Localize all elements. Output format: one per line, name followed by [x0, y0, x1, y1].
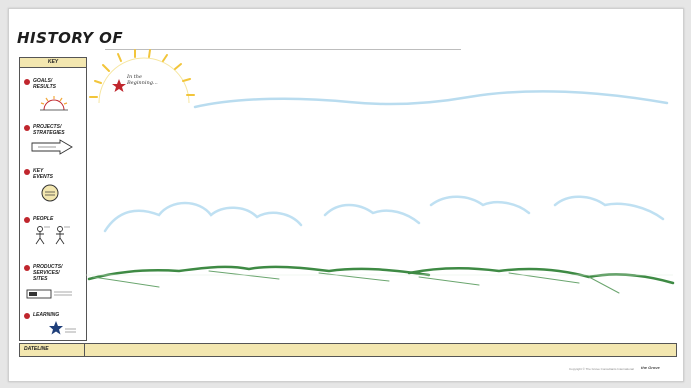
- key-item-people: PEOPLE: [22, 216, 84, 254]
- key-panel: KEY GOALS/ RESULTS PROJECTS/ STRATEGIES: [19, 57, 87, 341]
- key-item-label: PEOPLE: [33, 216, 54, 222]
- key-item-label: GOALS/ RESULTS: [33, 78, 56, 90]
- star-icon: [49, 321, 76, 335]
- sun-icon: [89, 49, 195, 104]
- product-box-icon: [26, 289, 72, 299]
- dateline-label: DATELINE: [24, 346, 49, 352]
- key-item-goals: GOALS/ RESULTS: [22, 78, 84, 116]
- title-underline: [105, 49, 461, 50]
- copyright-text: Copyright © The Grove Consultants Intern…: [569, 367, 634, 371]
- page-title: HISTORY OF: [17, 29, 124, 47]
- bullet-dot: [24, 217, 30, 223]
- key-item-label: PROJECTS/ STRATEGIES: [33, 124, 65, 136]
- bullet-dot: [24, 265, 30, 271]
- dateline-bar: DATELINE: [19, 343, 677, 357]
- key-item-label: PRODUCTS/ SERVICES/ SITES: [33, 264, 63, 282]
- key-item-label: KEY EVENTS: [33, 168, 54, 180]
- sky-line: [193, 90, 669, 109]
- key-item-learning: LEARNING: [22, 312, 84, 338]
- bullet-dot: [24, 125, 30, 131]
- dateline-separator: [84, 344, 85, 356]
- template-sheet: HISTORY OF KEY GOALS/ RESULTS PROJECTS/ …: [8, 8, 684, 382]
- event-circle-icon: [41, 184, 59, 202]
- clouds: [103, 195, 665, 233]
- hill-shading: [92, 270, 620, 294]
- star-icon: [112, 79, 126, 92]
- beginning-label: In the Beginning...: [127, 74, 158, 86]
- key-item-projects: PROJECTS/ STRATEGIES: [22, 124, 84, 158]
- key-item-products: PRODUCTS/ SERVICES/ SITES: [22, 264, 84, 302]
- people-icon: [35, 226, 70, 245]
- key-item-label: LEARNING: [33, 312, 60, 318]
- landscape-illustration: [85, 49, 675, 349]
- brand-logo: the Grove: [641, 365, 660, 370]
- sunrise-icon: [40, 96, 68, 111]
- arrow-icon: [31, 139, 73, 155]
- bullet-dot: [24, 79, 30, 85]
- key-item-events: KEY EVENTS: [22, 168, 84, 206]
- bullet-dot: [24, 313, 30, 319]
- key-header: KEY: [20, 58, 86, 68]
- bullet-dot: [24, 169, 30, 175]
